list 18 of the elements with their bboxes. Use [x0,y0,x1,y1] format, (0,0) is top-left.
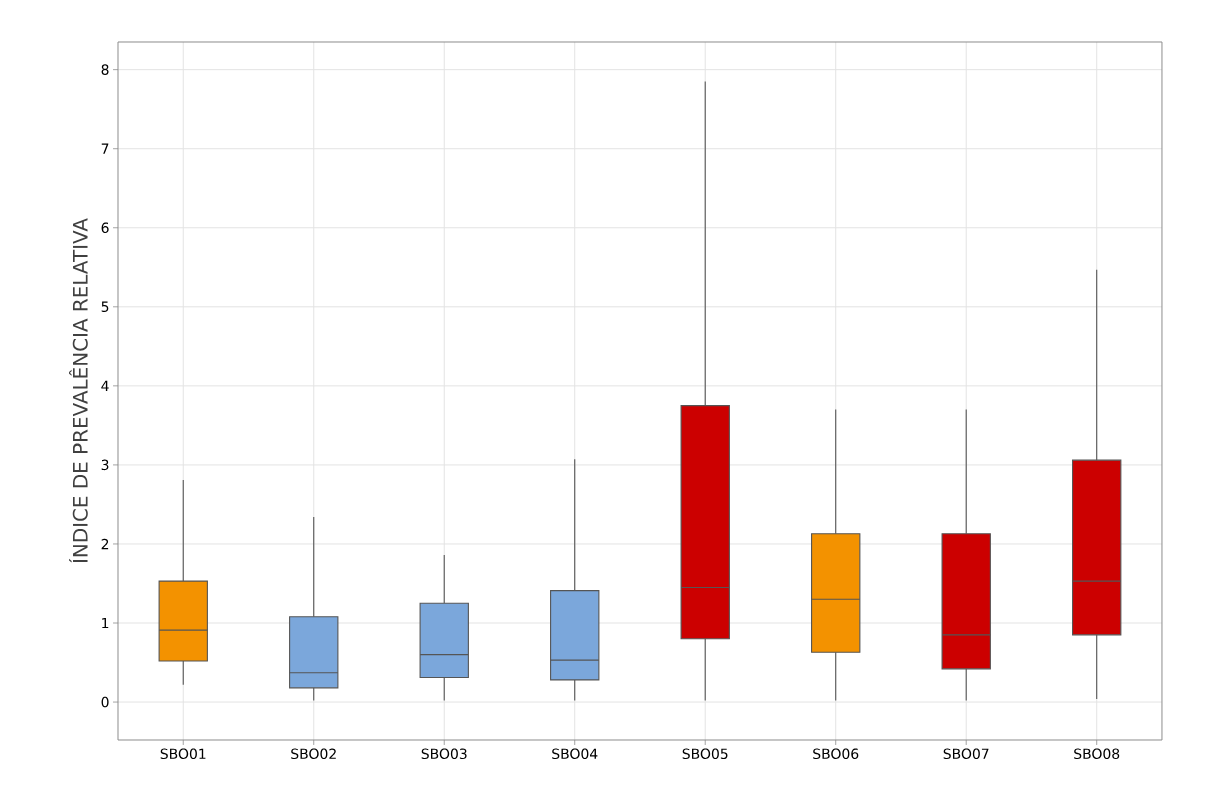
y-tick-label: 5 [101,301,109,312]
y-tick-label: 7 [101,143,109,154]
y-tick-label: 8 [101,64,109,75]
y-tick-label: 6 [101,222,109,234]
y-tick-label: 3 [101,459,109,471]
y-tick-label: 1 [102,617,109,629]
y-tick-label: 2 [101,538,109,550]
x-tick-label: SBO06 [813,748,859,760]
x-tick-label: SBO08 [1074,748,1120,760]
y-axis-title: ÍNDICE DE PREVALÊNCIA RELATIVA [69,218,88,563]
x-tick-label: SBO03 [421,748,467,760]
y-tick-label: 4 [101,380,109,391]
x-tick-label: SBO04 [552,748,598,760]
y-tick-label: 0 [101,696,109,708]
x-tick-label: SBO05 [682,748,728,760]
x-tick-label: SBO07 [943,748,989,760]
x-tick-label: SBO01 [160,748,206,760]
x-tick-label: SBO02 [291,748,336,760]
